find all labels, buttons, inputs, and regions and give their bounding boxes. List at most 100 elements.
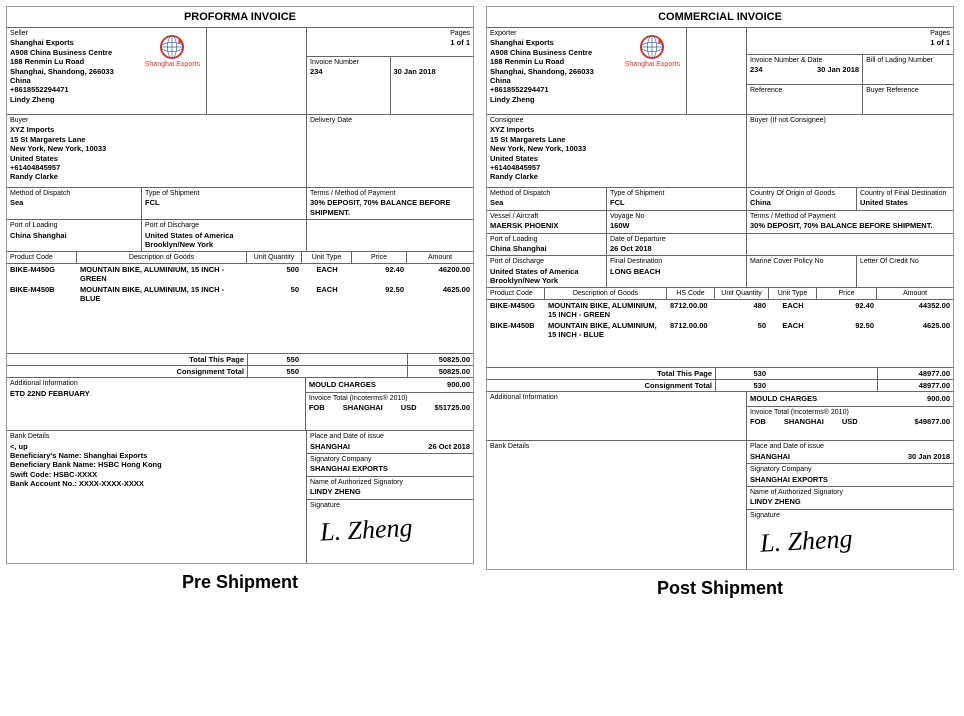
pod-label: Port of Discharge: [145, 222, 303, 230]
col-code: Product Code: [7, 252, 77, 263]
place-date-label: Place and Date of issue: [310, 433, 470, 441]
invtotal-label: Invoice Total (Incoterms® 2010): [309, 395, 470, 403]
departure-label: Date of Departure: [610, 236, 743, 244]
addl-label: Additional Information: [10, 380, 302, 388]
pod-city-c: Brooklyn/New York: [490, 276, 603, 285]
exp-country: China: [490, 76, 683, 85]
csignature: L. Zheng: [749, 515, 951, 563]
bank-l1: Beneficiary's Name: Shanghai Exports: [10, 451, 303, 460]
caption-left: Pre Shipment: [6, 572, 474, 593]
ccol-utype: Unit Type: [769, 288, 817, 299]
logo-text: Shanghai Exports: [145, 61, 200, 68]
table-row: BIKE-M450GMOUNTAIN BIKE, ALUMINIUM, 15 I…: [7, 264, 473, 284]
commercial-column: COMMERCIAL INVOICE Exporter Shanghai Exp…: [486, 6, 954, 599]
dispatch-label-c: Method of Dispatch: [490, 190, 603, 198]
sig-company: SHANGHAI EXPORTS: [310, 464, 388, 473]
proforma-column: PROFORMA INVOICE Seller Shanghai Exports…: [6, 6, 474, 599]
invnum-label: Invoice Number: [310, 59, 387, 67]
consignment-label: Consignment Total: [7, 366, 247, 377]
ctotal-page-qty: 530: [715, 368, 769, 379]
seller-phone: +8618552294471: [10, 85, 203, 94]
commercial-doc: COMMERCIAL INVOICE Exporter Shanghai Exp…: [486, 6, 954, 570]
dispatch: Sea: [10, 198, 23, 207]
table-row: BIKE-M450GMOUNTAIN BIKE, ALUMINIUM, 15 I…: [487, 300, 953, 320]
dispatch-label: Method of Dispatch: [10, 190, 138, 198]
col-amount: Amount: [407, 252, 473, 263]
invnum: 234: [310, 67, 323, 76]
cincoterm-place: SHANGHAI: [784, 417, 824, 426]
col-utype: Unit Type: [302, 252, 352, 263]
ccol-qty: Unit Quantity: [715, 288, 769, 299]
total-page-label: Total This Page: [7, 354, 247, 365]
cplace-date-label: Place and Date of issue: [750, 443, 950, 451]
cissue-date: 30 Jan 2018: [908, 452, 950, 461]
pages-c: 1 of 1: [930, 38, 950, 47]
vessel-label: Vessel / Aircraft: [490, 213, 603, 221]
shiptype: FCL: [145, 198, 160, 207]
bank-l4: Bank Account No.: XXXX-XXXX-XXXX: [10, 479, 303, 488]
dispatch-c: Sea: [490, 198, 503, 207]
bank-l3: Swift Code: HSBC-XXXX: [10, 470, 303, 479]
terms-label: Terms / Method of Payment: [310, 190, 470, 198]
ccurrency: USD: [842, 417, 858, 426]
invdate-c: 30 Jan 2018: [817, 65, 859, 74]
col-desc: Description of Goods: [77, 252, 247, 263]
invnum-c: 234: [750, 65, 763, 74]
commercial-title: COMMERCIAL INVOICE: [487, 7, 953, 27]
consignment-amount: 50825.00: [407, 366, 473, 377]
voyage-label: Voyage No: [610, 213, 743, 221]
invoice-total: $51725.00: [435, 403, 470, 412]
buyer-not-cons-label: Buyer (If not Consignee): [750, 117, 950, 125]
departure: 26 Oct 2018: [610, 244, 652, 253]
pages: 1 of 1: [450, 38, 470, 47]
coo-label: Country Of Origin of Goods: [750, 190, 853, 198]
cmould: 900.00: [927, 394, 950, 403]
coo: China: [750, 198, 771, 207]
cons-addr2: New York, New York, 10033: [490, 144, 743, 153]
currency: USD: [401, 403, 417, 412]
proforma-doc: PROFORMA INVOICE Seller Shanghai Exports…: [6, 6, 474, 564]
bank-label: Bank Details: [10, 433, 303, 441]
col-price: Price: [352, 252, 407, 263]
cincoterm: FOB: [750, 417, 766, 426]
csig-company-label: Signatory Company: [750, 466, 950, 474]
consignment-qty: 550: [247, 366, 302, 377]
cconsignment-amount: 48977.00: [877, 380, 953, 391]
terms-c: 30% DEPOSIT, 70% BALANCE BEFORE SHIPMENT…: [750, 221, 933, 230]
bol-label: Bill of Lading Number: [866, 57, 950, 65]
buyer-contact: Randy Clarke: [10, 172, 303, 181]
cinvoice-total: $49877.00: [876, 417, 950, 426]
pod-label-c: Port of Discharge: [490, 258, 603, 266]
issue-date: 26 Oct 2018: [428, 442, 470, 451]
terms-label-c: Terms / Method of Payment: [750, 213, 950, 221]
cfd: United States: [860, 198, 908, 207]
addl: ETD 22ND FEBRUARY: [10, 389, 90, 398]
invoice-pair: PROFORMA INVOICE Seller Shanghai Exports…: [6, 6, 958, 599]
pol-c: China Shanghai: [490, 244, 547, 253]
csig-name-label: Name of Authorized Signatory: [750, 489, 950, 497]
fdest-label: Final Destination: [610, 258, 743, 266]
buyer-country: United States: [10, 154, 303, 163]
cbank-label: Bank Details: [490, 443, 743, 451]
globe-icon: [639, 34, 665, 60]
col-qty: Unit Quantity: [247, 252, 302, 263]
cons-phone: +61404845957: [490, 163, 743, 172]
shiptype-c: FCL: [610, 198, 625, 207]
proforma-title: PROFORMA INVOICE: [7, 7, 473, 27]
globe-icon: [159, 34, 185, 60]
shiptype-label: Type of Shipment: [145, 190, 303, 198]
terms: 30% DEPOSIT, 70% BALANCE BEFORE SHIPMENT…: [310, 198, 450, 216]
buyer-name: XYZ Imports: [10, 125, 303, 134]
cmould-label: MOULD CHARGES: [750, 394, 817, 403]
buyer-phone: +61404845957: [10, 163, 303, 172]
consignee-label: Consignee: [490, 117, 743, 125]
cconsignment-label: Consignment Total: [487, 380, 715, 391]
ccol-code: Product Code: [487, 288, 545, 299]
caption-right: Post Shipment: [486, 578, 954, 599]
cconsignment-qty: 530: [715, 380, 769, 391]
pod-country-c: United States of America: [490, 267, 603, 276]
csig-name: LINDY ZHENG: [750, 497, 801, 506]
incoterm-place: SHANGHAI: [343, 403, 383, 412]
pages-label: Pages: [310, 30, 470, 38]
cons-name: XYZ Imports: [490, 125, 743, 134]
